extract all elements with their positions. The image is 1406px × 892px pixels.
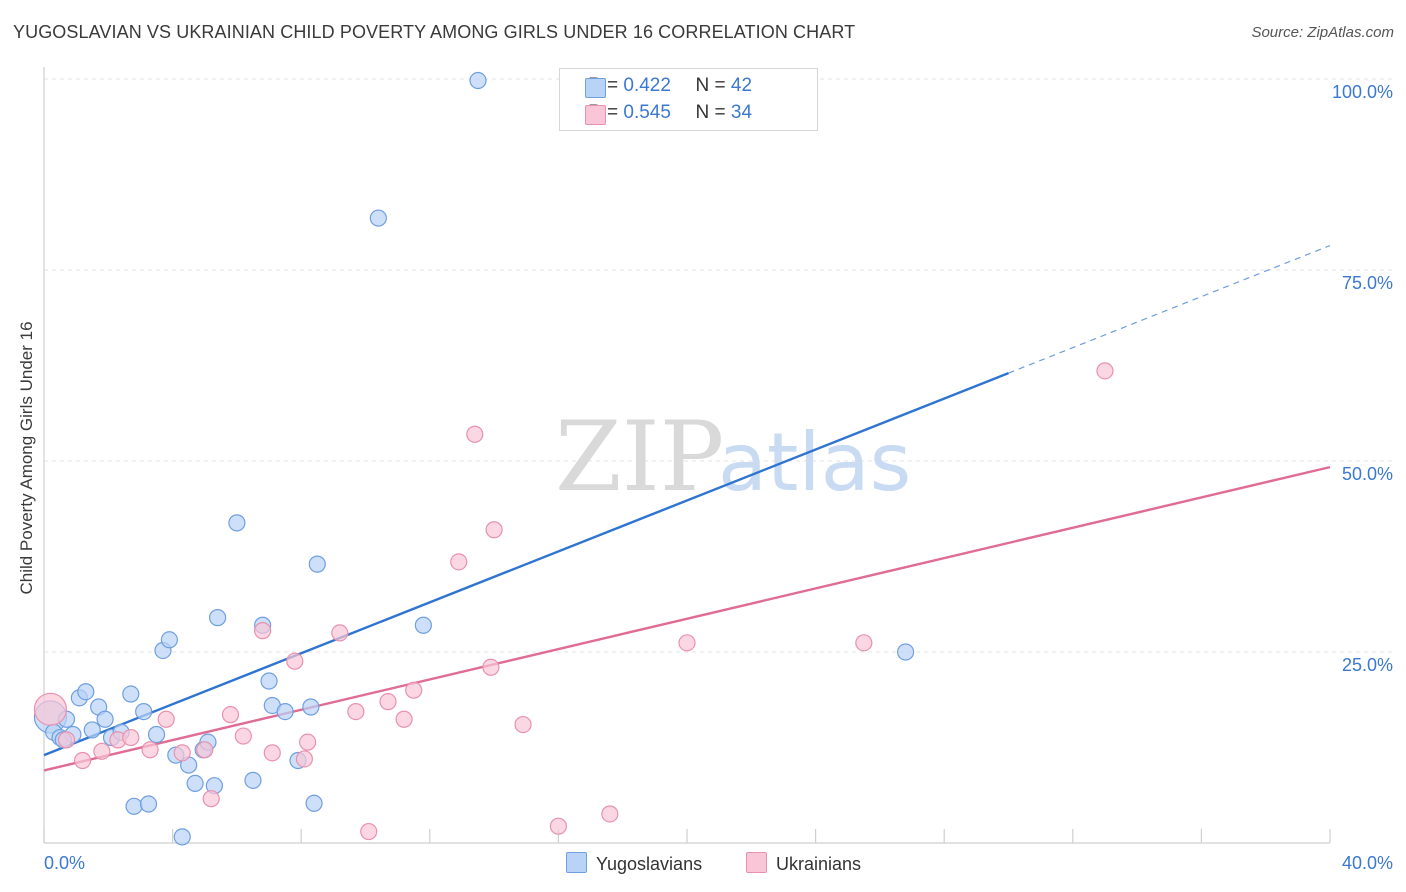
yugoslavian-point [276,702,294,721]
ukrainian-point [379,693,397,711]
yugoslavian-point [160,631,178,649]
ukrainian-point [295,750,314,768]
watermark-atlas: atlas [718,416,911,509]
ukrainian-point [855,634,873,652]
ukrainian-point [482,658,500,676]
yugoslavian-point [244,771,262,789]
ukrainian-point [93,742,111,760]
yugoslavian-trend-extension [1008,244,1331,374]
legend-n-label: N = [695,102,726,123]
yugoslavian-point [122,685,140,703]
ukrainian-point [466,425,484,443]
legend-n-label: N = [695,75,726,96]
yugoslavian-point [228,514,246,532]
ukrainian-point [286,652,304,670]
ukrainian-point [347,702,365,721]
ukrainian-point [173,744,191,762]
yugoslavian-point [96,710,114,728]
yugoslavian-point [77,683,95,701]
legend-label-yugoslavians: Yugoslavians [596,854,703,874]
ukrainian-point [234,727,252,745]
legend-row-ukrainians: R = 0.545 N = 34 [585,102,753,125]
tick-labels: 25.0% 50.0% 75.0% 100.0% 0.0% 40.0% [44,82,1393,873]
legend-swatch-yugoslavians [585,78,606,98]
ukrainian-point [395,710,413,728]
source-label: Source: ZipAtlas.com [1251,24,1394,41]
ukrainian-point [360,822,378,841]
ukrainian-point [202,790,220,808]
ukrainian-point [141,741,159,759]
y-tick-label: 100.0% [1332,82,1393,102]
ukrainian-point [405,681,423,699]
legend-swatch-ukrainians [746,852,767,873]
yugoslavian-point [305,794,323,812]
ukrainian-point [1096,362,1114,380]
yugoslavian-point [135,702,153,721]
ukrainian-point [549,817,568,835]
legend-swatch-yugoslavians [566,852,587,873]
x-tick-label: 0.0% [44,853,85,873]
ukrainian-point [221,706,240,724]
yugoslavian-point [897,643,915,661]
yugoslavian-point [302,698,320,716]
ukrainian-point [450,553,468,571]
yugoslavian-point [209,609,227,627]
legend-swatch-ukrainians [585,105,606,125]
legend-r-value: 0.422 [623,75,671,96]
legend-row-yugoslavians: R = 0.422 N = 42 [585,75,753,98]
ukrainian-point [196,741,214,759]
yugoslavian-point [186,774,204,793]
watermark-zip: ZIP [555,401,724,513]
legend-r-value: 0.545 [623,102,671,123]
yugoslavian-point [173,828,191,846]
y-tick-label: 50.0% [1342,464,1393,484]
y-tick-label: 25.0% [1342,655,1393,675]
ukrainian-point [485,521,503,539]
yugoslavian-trend-line [43,372,1009,757]
yugoslavian-point [125,797,143,815]
ukrainian-point [157,710,175,728]
yugoslavian-point [139,795,158,813]
ukrainian-point [254,622,272,640]
ukrainian-point [299,733,317,751]
legend-label-ukrainians: Ukrainians [776,854,862,874]
x-tick-label: 40.0% [1342,853,1393,873]
ukrainian-point [331,624,349,642]
legend-item-yugoslavians: Yugoslavians [566,852,702,875]
ukrainian-point [33,692,68,726]
data-points [33,71,1114,846]
trend-lines [43,244,1331,772]
yugoslavian-point [147,725,166,744]
yugoslavian-point [414,616,432,634]
ukrainian-point [514,715,532,734]
correlation-legend: R = 0.422 N = 42 R = 0.545 N = 34 [559,68,818,131]
legend-item-ukrainians: Ukrainians [746,852,861,875]
yugoslavian-point [308,555,326,573]
ukrainian-point [601,805,619,823]
y-axis-title: Child Poverty Among Girls Under 16 [17,321,36,595]
legend-n-value: 42 [730,75,753,96]
chart-title: YUGOSLAVIAN VS UKRAINIAN CHILD POVERTY A… [13,22,856,42]
ukrainian-point [57,731,76,749]
ukrainian-point [122,728,140,747]
yugoslavian-point [260,672,278,690]
legend-n-value: 34 [730,102,753,123]
y-tick-label: 75.0% [1342,273,1393,293]
yugoslavian-point [83,721,101,739]
ukrainian-trend-line [43,465,1331,772]
yugoslavian-point [469,71,487,90]
yugoslavian-point [369,209,387,227]
watermark: ZIP atlas [555,401,911,513]
ukrainian-point [263,744,281,762]
grid-lines [44,78,1392,653]
ukrainian-point [678,634,696,652]
ukrainian-point [73,751,92,770]
